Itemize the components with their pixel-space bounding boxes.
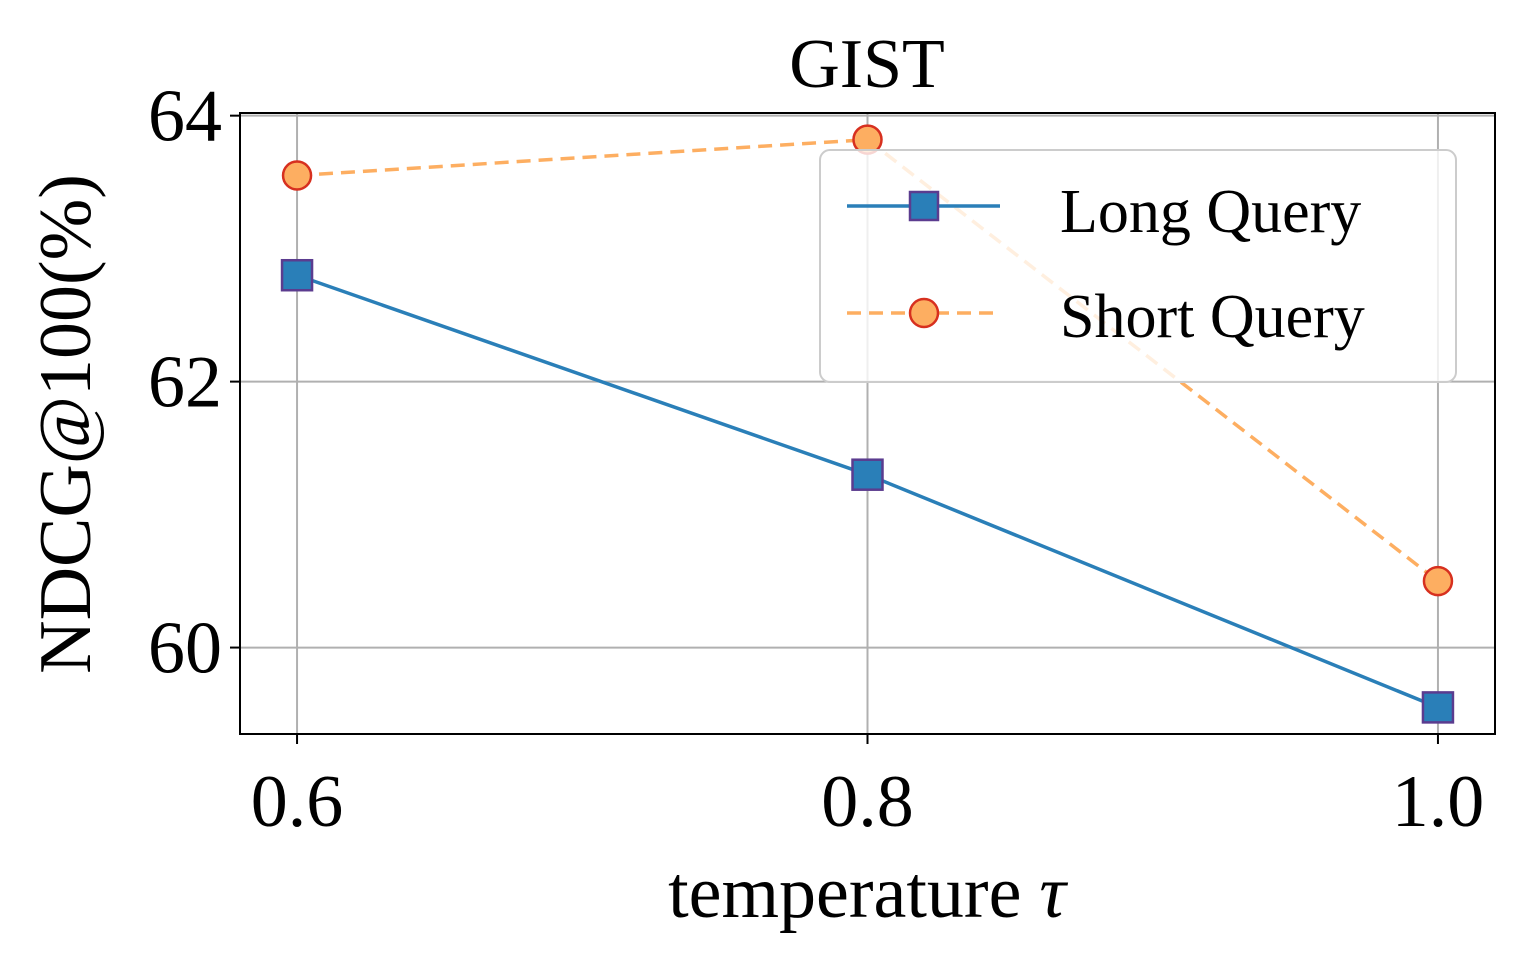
x-axis-label: temperature τ: [668, 852, 1068, 934]
legend-label-short-query: Short Query: [1060, 283, 1365, 351]
y-tick-label: 60: [148, 608, 222, 690]
legend: Long Query Short Query: [819, 149, 1457, 383]
data-point-short-query: [281, 160, 313, 191]
x-tick-label: 1.0: [1392, 761, 1485, 843]
x-axis-label-symbol: τ: [1039, 852, 1068, 934]
y-tick-label: 62: [148, 342, 222, 424]
y-axis: 60 62 64: [148, 76, 240, 690]
data-point-long-query: [1421, 691, 1455, 724]
legend-label-long-query: Long Query: [1060, 178, 1361, 246]
x-tick-label: 0.8: [821, 761, 914, 843]
x-axis: 0.6 0.8 1.0: [251, 734, 1484, 843]
legend-marker-long-query: [908, 190, 940, 222]
data-point-long-query: [851, 458, 884, 491]
y-tick-label: 64: [148, 76, 222, 158]
data-point-short-query: [1422, 565, 1454, 597]
x-tick-label: 0.6: [251, 761, 344, 843]
legend-marker-short-query: [908, 297, 940, 329]
data-point-long-query: [280, 258, 314, 292]
chart-title: GIST: [789, 26, 945, 103]
series-layer: [280, 124, 1455, 724]
x-axis-label-text: temperature: [668, 852, 1021, 934]
y-axis-label: NDCG@100(%): [25, 174, 107, 674]
legend-frame: [819, 149, 1457, 383]
